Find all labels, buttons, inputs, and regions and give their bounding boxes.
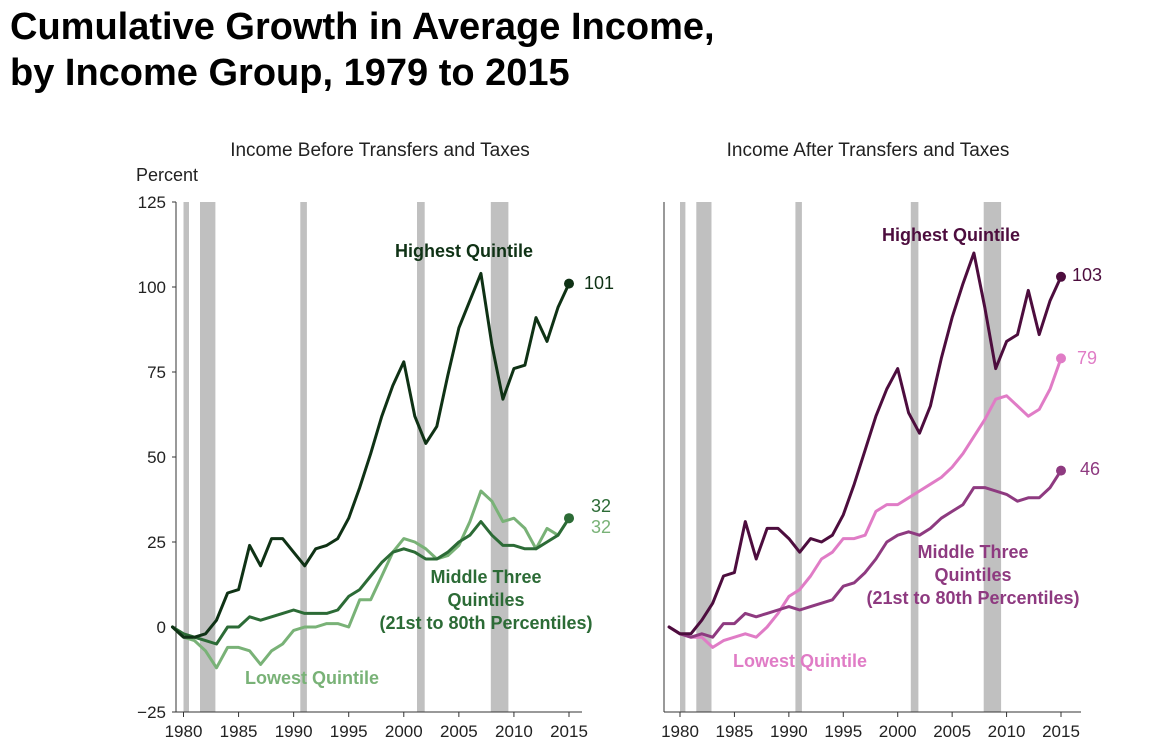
x-tick-label: 1995 (330, 722, 368, 741)
series-label-middle-three-quintiles: Middle Three Quintiles (21st to 80th Perce… (379, 567, 592, 633)
series-line-middle-three-quintiles (667, 469, 1063, 639)
series-label-highest-quintile: Highest Quintile (395, 241, 533, 261)
y-tick-label: 75 (147, 363, 166, 382)
panel-subtitle: Income After Transfers and Taxes (727, 140, 1010, 161)
chart-panel-before-transfers-taxes: Income Before Transfers and Taxes −25 0 25 5… (136, 140, 614, 741)
series-label-lowest-quintile: Lowest Quintile (245, 668, 379, 688)
x-tick-label: 1990 (275, 722, 313, 741)
recession-bar (983, 202, 1002, 712)
series-line-middle-three-quintiles (171, 516, 571, 646)
recession-bar (680, 202, 686, 712)
series-label-lowest-quintile: Lowest Quintile (733, 651, 867, 671)
series-end-value-label: 32 (591, 517, 611, 537)
chart-title-line-1: Cumulative Growth in Average Income, (10, 6, 715, 48)
y-tick-label: 25 (147, 533, 166, 552)
series-label-highest-quintile: Highest Quintile (882, 225, 1020, 245)
y-tick-label: 100 (138, 278, 166, 297)
recession-bar (300, 202, 307, 712)
chart-title-line-2: by Income Group, 1979 to 2015 (10, 52, 570, 94)
recession-bar (417, 202, 425, 712)
y-tick-label: 50 (147, 448, 166, 467)
y-tick-label: −25 (137, 703, 166, 722)
x-tick-label: 1985 (220, 722, 258, 741)
series-label-middle-three-quintiles: Middle Three Quintiles (21st to 80th Perce… (866, 542, 1079, 608)
chart-panel-after-transfers-taxes: Income After Transfers and Taxes 1980 1985… (661, 140, 1102, 741)
series-end-value-label: 103 (1072, 265, 1102, 285)
recession-bar (696, 202, 712, 712)
recession-bar (183, 202, 189, 712)
x-tick-label: 1985 (716, 722, 754, 741)
recession-bar (795, 202, 802, 712)
x-tick-label: 2005 (933, 722, 971, 741)
series-end-point (1056, 271, 1066, 282)
x-tick-label: 2000 (385, 722, 423, 741)
y-axis-unit-label: Percent (136, 165, 198, 185)
x-tick-label: 1990 (770, 722, 808, 741)
recession-bar (490, 202, 509, 712)
series-line-highest-quintile (667, 251, 1063, 636)
y-tick-label: 125 (138, 193, 166, 212)
x-tick-label: 1995 (824, 722, 862, 741)
series-end-point (1056, 353, 1066, 364)
x-tick-label: 2015 (1042, 722, 1080, 741)
series-end-value-label: 46 (1080, 459, 1100, 479)
series-end-point (564, 278, 574, 289)
x-tick-label: 2005 (440, 722, 478, 741)
x-tick-label: 2010 (988, 722, 1026, 741)
x-tick-label: 2000 (879, 722, 917, 741)
panel-subtitle: Income Before Transfers and Taxes (230, 140, 530, 161)
x-tick-label: 1980 (165, 722, 203, 741)
series-end-point (564, 513, 574, 524)
series-end-point (1056, 465, 1066, 476)
y-tick-label: 0 (157, 618, 166, 637)
series-end-value-label: 32 (591, 496, 611, 516)
series-end-value-label: 79 (1077, 348, 1097, 368)
x-tick-label: 2015 (550, 722, 588, 741)
x-tick-label: 1980 (661, 722, 699, 741)
series-line-highest-quintile (171, 271, 571, 639)
recession-bar (910, 202, 919, 712)
series-line-lowest-quintile (171, 489, 571, 670)
recession-bar (200, 202, 216, 712)
series-line-lowest-quintile (667, 356, 1063, 649)
x-tick-label: 2010 (495, 722, 533, 741)
series-end-value-label: 101 (584, 273, 614, 293)
